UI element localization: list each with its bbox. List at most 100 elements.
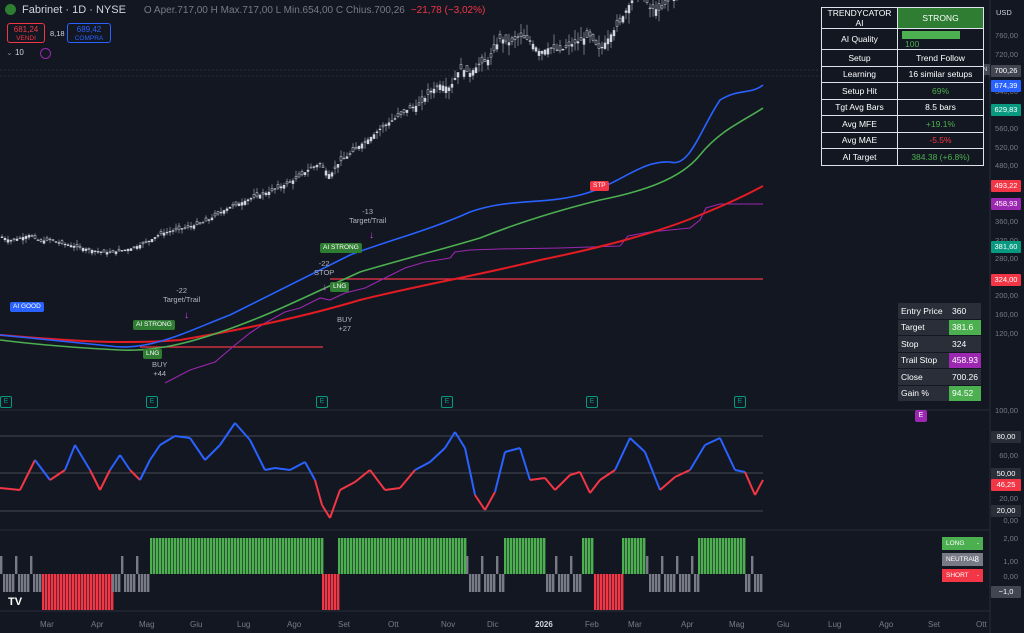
earnings-marker-icon[interactable]: E <box>441 396 453 408</box>
setup-label: Setup <box>821 49 898 67</box>
signal-bar <box>353 538 356 574</box>
candle-body <box>27 235 31 238</box>
symbol-logo-icon[interactable] <box>5 4 16 15</box>
sell-button[interactable]: 681,24 VENDI <box>7 23 45 43</box>
signal-bar <box>147 574 150 592</box>
target-trail-label-1: -22 Target/Trail <box>163 286 200 304</box>
candle-body <box>285 181 289 185</box>
candle-body <box>336 164 340 168</box>
signal-bar <box>543 538 546 574</box>
oscillator-axis-label: 60,00 <box>999 451 1018 460</box>
candle-body <box>57 242 61 244</box>
candle-body <box>279 186 283 189</box>
candle-body <box>180 228 184 230</box>
time-axis-label: Mag <box>139 620 155 629</box>
signal-bar <box>144 574 147 592</box>
earnings-marker-icon[interactable]: E <box>146 396 158 408</box>
candle-body <box>381 124 385 128</box>
signal-bar <box>582 538 585 574</box>
candle-body <box>441 85 445 92</box>
price-tag: 700,26 <box>991 65 1021 77</box>
oscillator-segment <box>429 447 446 463</box>
signal-bars-panel <box>0 538 763 610</box>
candle-body <box>306 169 310 172</box>
earnings-marker-icon[interactable]: E <box>915 410 927 422</box>
candle-body <box>342 157 346 160</box>
candle-body <box>33 235 37 239</box>
signal-bar <box>707 538 710 574</box>
signal-bar <box>216 538 219 574</box>
signal-axis-label: 0,00 <box>1003 572 1018 581</box>
signal-bar <box>374 538 377 574</box>
avg-mfe-value: +19.1% <box>897 115 984 133</box>
earnings-marker-icon[interactable]: E <box>0 396 12 408</box>
signal-bar <box>303 538 306 574</box>
candle-body <box>219 211 223 214</box>
arrow-down-icon: ↓ <box>184 310 189 321</box>
signal-bar <box>322 574 325 610</box>
buy-button[interactable]: 689,42 COMPRA <box>67 23 111 43</box>
oscillator-axis-label: 20,00 <box>999 494 1018 503</box>
price-axis-label: 120,00 <box>995 328 1018 338</box>
earnings-marker-icon[interactable]: E <box>734 396 746 408</box>
signal-bar <box>713 538 716 574</box>
time-axis-label: 2026 <box>535 620 553 629</box>
signal-bar <box>306 538 309 574</box>
replay-icon[interactable] <box>40 48 51 59</box>
signal-bar <box>258 538 261 574</box>
earnings-marker-icon[interactable]: E <box>316 396 328 408</box>
candle-body <box>501 39 505 44</box>
candle-body <box>303 172 307 175</box>
price-tag: 629,83 <box>991 104 1021 116</box>
time-axis-label: Dic <box>487 620 499 629</box>
signal-bar <box>740 538 743 574</box>
ai-table-title: TRENDYCATOR AI <box>821 7 898 29</box>
candle-body <box>426 89 430 95</box>
candle-body <box>18 237 22 239</box>
price-tag: 324,00 <box>991 274 1021 286</box>
signal-bar <box>499 574 502 592</box>
candle-body <box>495 44 499 50</box>
oscillator-segment <box>64 444 76 471</box>
signal-bar <box>249 538 252 574</box>
candle-body <box>291 180 295 184</box>
candle-body <box>183 227 187 229</box>
signal-bar <box>594 574 597 610</box>
target-2-pct: -13 <box>362 207 374 216</box>
earnings-marker-icon[interactable]: E <box>586 396 598 408</box>
signal-bar <box>159 538 162 574</box>
signal-bar <box>719 538 722 574</box>
candle-body <box>522 34 526 39</box>
signal-bar <box>612 574 615 610</box>
candle-body <box>177 225 181 230</box>
ai-target-value: 384.38 (+6.8%) <box>897 148 984 166</box>
candle-body <box>405 109 409 113</box>
currency-label[interactable]: USD <box>996 8 1012 17</box>
candle-body <box>456 72 460 78</box>
candle-body <box>540 51 544 54</box>
candle-body <box>207 219 211 221</box>
candle-body <box>330 172 334 177</box>
signal-bar <box>136 556 139 574</box>
signal-bar <box>334 574 337 610</box>
ai-table-status: STRONG <box>897 7 984 29</box>
oscillator-segment <box>544 477 556 491</box>
learning-label: Learning <box>821 65 898 83</box>
oscillator-segment <box>159 435 176 446</box>
candle-body <box>459 64 463 70</box>
time-axis-label: Ott <box>388 620 399 629</box>
signal-bar <box>652 574 655 592</box>
time-axis-label: Nov <box>441 620 456 629</box>
entry-price-label: Entry Price <box>898 303 949 319</box>
ai-quality-bar <box>902 30 960 39</box>
signal-bar <box>24 574 27 592</box>
oscillator-segment <box>629 437 646 453</box>
quantity-selector[interactable]: ⌄ 10 <box>6 48 24 57</box>
symbol-title[interactable]: Fabrinet · 1D · NYSE <box>22 4 126 16</box>
signal-bar <box>90 574 93 610</box>
tradingview-logo-icon[interactable]: TV <box>8 596 23 608</box>
candle-body <box>393 118 397 120</box>
oscillator-segment <box>139 459 151 481</box>
signal-bar <box>428 538 431 574</box>
candle-body <box>69 245 73 248</box>
